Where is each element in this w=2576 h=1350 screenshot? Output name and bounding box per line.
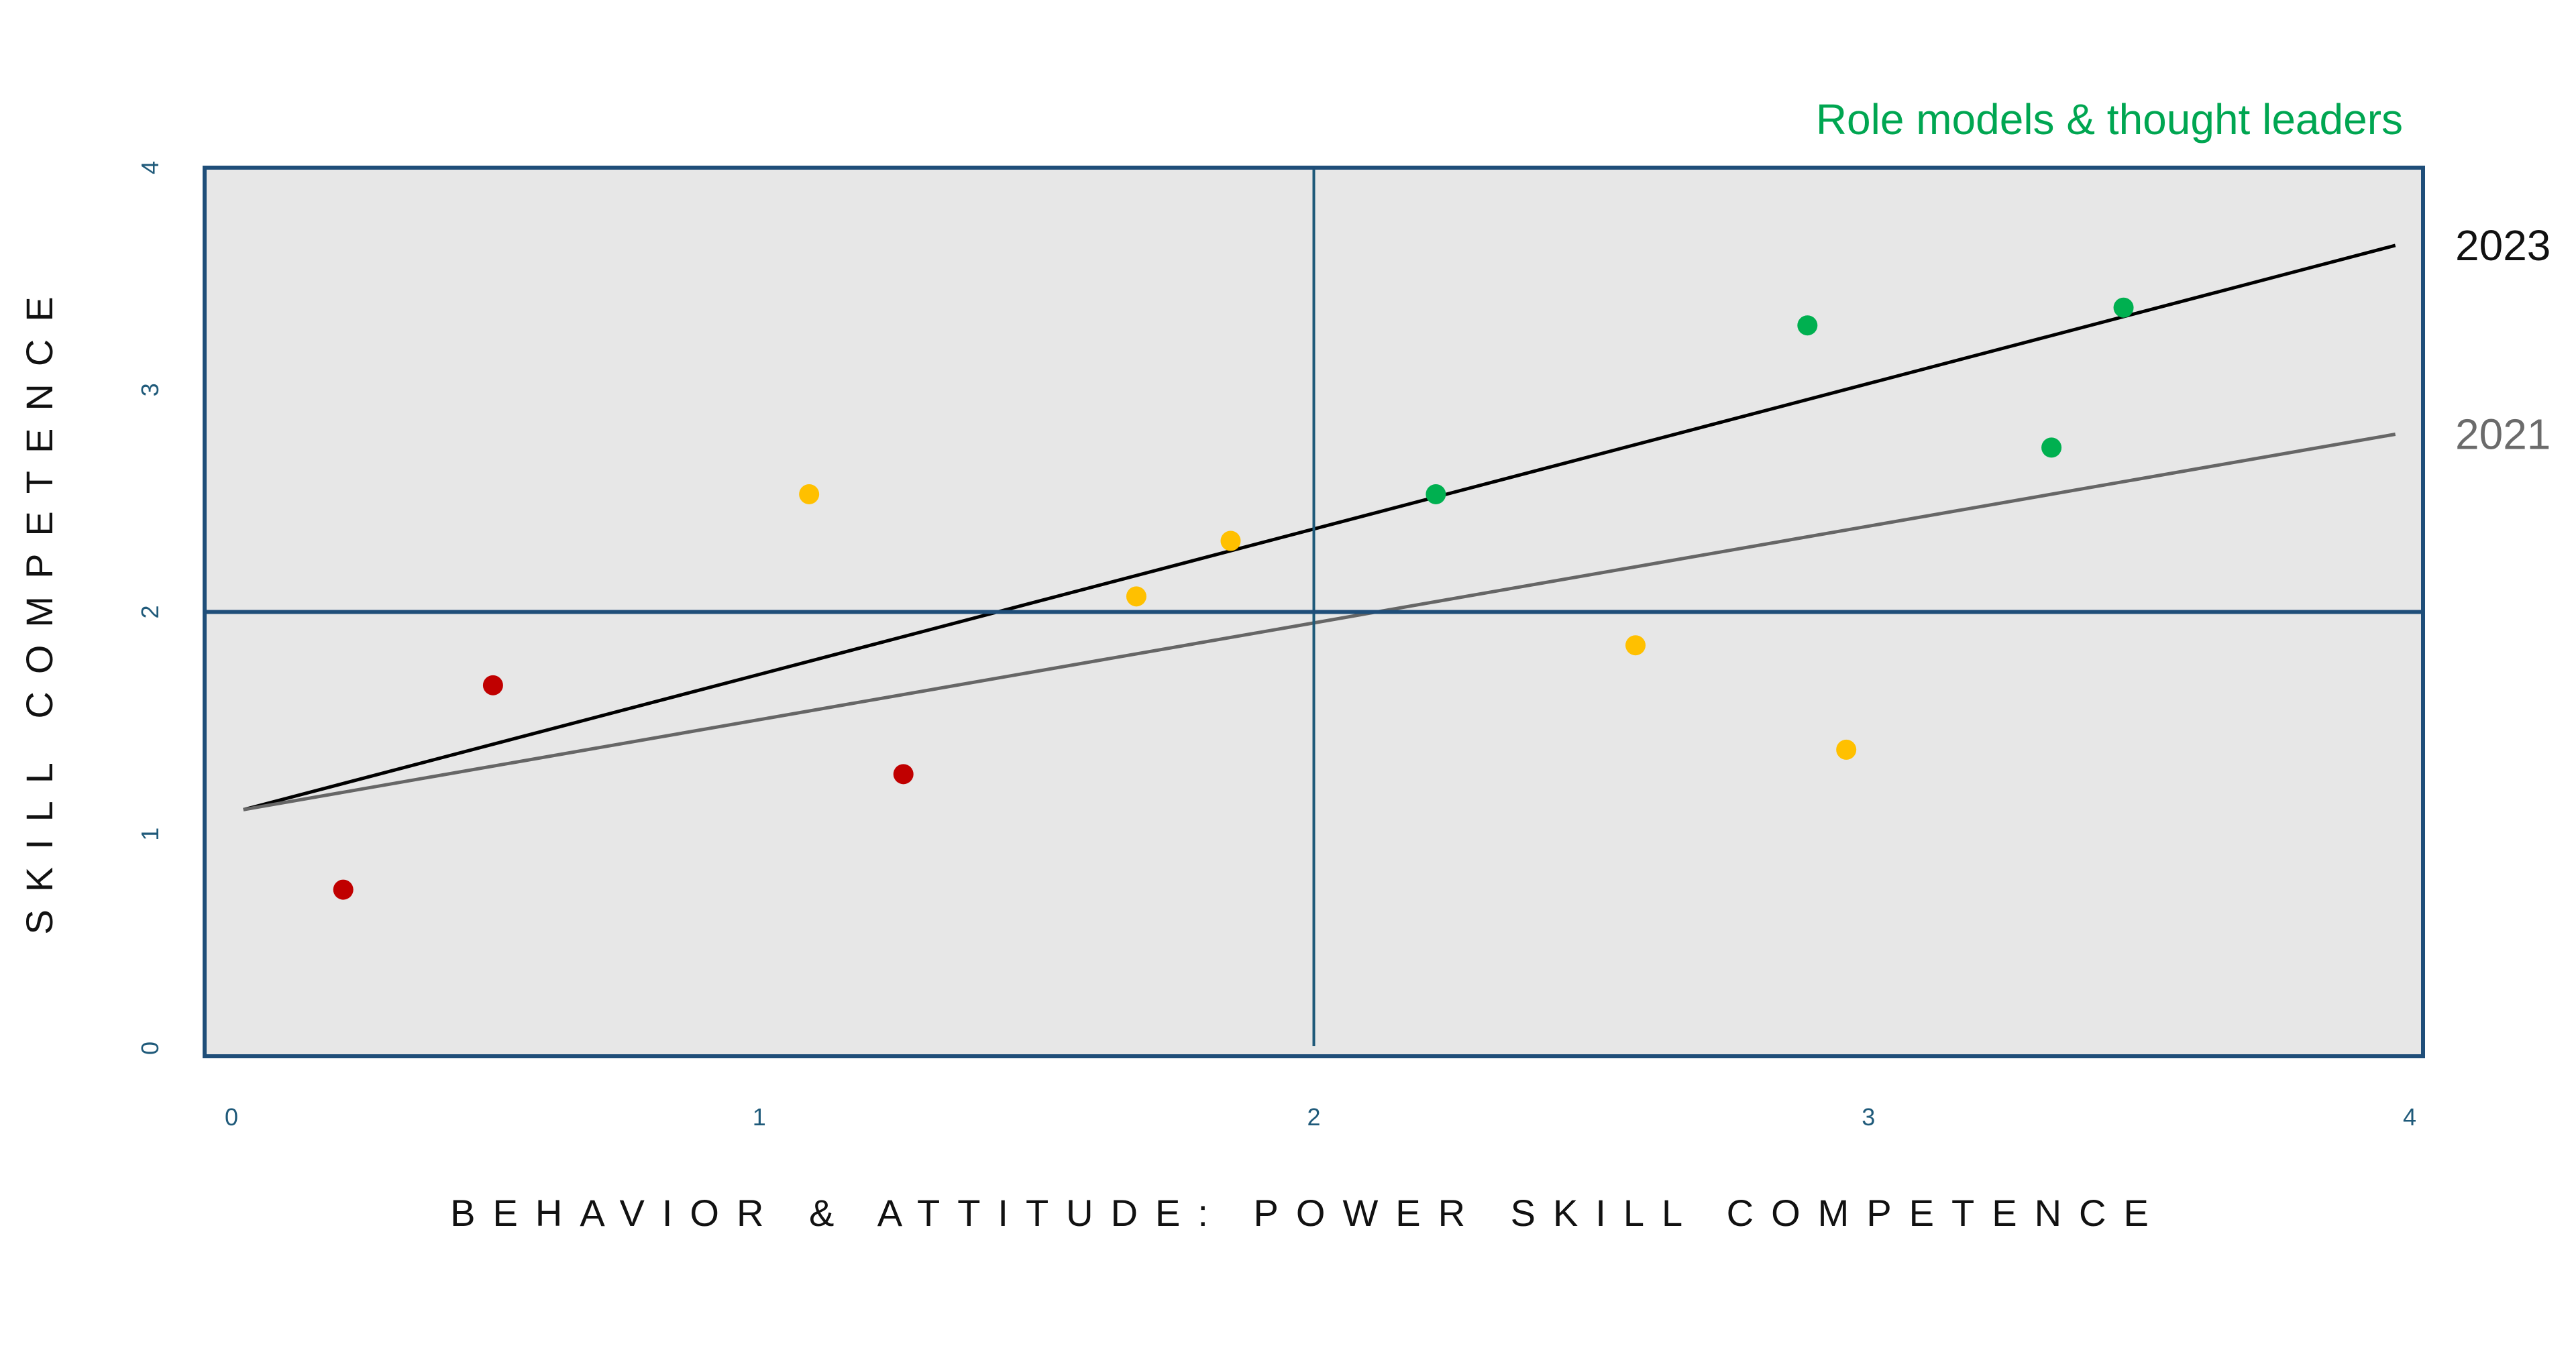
series-label-2023: 2023 — [2455, 221, 2551, 270]
trend-line-2021 — [243, 433, 2396, 811]
x-axis-title: BEHAVIOR & ATTITUDE: POWER SKILL COMPETE… — [450, 1192, 2166, 1234]
x-tick-labels: 0 1 2 3 4 — [225, 1103, 2416, 1131]
data-point-9 — [1426, 484, 1446, 504]
y-tick-label-1: 1 — [136, 828, 164, 841]
data-point-10 — [1797, 315, 1818, 336]
data-point-3 — [893, 764, 914, 785]
data-point-6 — [1220, 530, 1241, 551]
x-tick-label-2: 2 — [1307, 1103, 1320, 1131]
plot-frame — [203, 166, 2425, 1058]
y-axis-title: SKILL COMPETENCE — [18, 279, 60, 934]
data-points — [333, 297, 2134, 900]
data-point-1 — [333, 879, 354, 900]
x-tick-label-3: 3 — [1862, 1103, 1875, 1131]
trend-lines — [243, 243, 2396, 811]
x-tick-label-0: 0 — [225, 1103, 238, 1131]
x-tick-label-1: 1 — [753, 1103, 766, 1131]
series-label-2021: 2021 — [2455, 410, 2551, 459]
x-tick-label-4: 4 — [2403, 1103, 2416, 1131]
series-labels: 2023 2021 — [2455, 221, 2551, 459]
annotation-role-models: Role models & thought leaders — [1816, 95, 2403, 144]
data-point-4 — [799, 484, 820, 504]
y-tick-label-2: 2 — [136, 605, 164, 618]
trend-line-2023 — [243, 243, 2396, 811]
y-tick-label-0: 0 — [136, 1042, 164, 1055]
data-point-2 — [482, 675, 503, 695]
y-tick-labels: 0 1 2 3 4 — [136, 161, 164, 1055]
y-tick-label-3: 3 — [136, 383, 164, 396]
data-point-11 — [2041, 437, 2062, 458]
data-point-7 — [1625, 635, 1646, 656]
data-point-5 — [1126, 586, 1146, 607]
data-point-8 — [1836, 739, 1857, 760]
data-point-12 — [2113, 297, 2134, 318]
y-tick-label-4: 4 — [136, 161, 164, 174]
